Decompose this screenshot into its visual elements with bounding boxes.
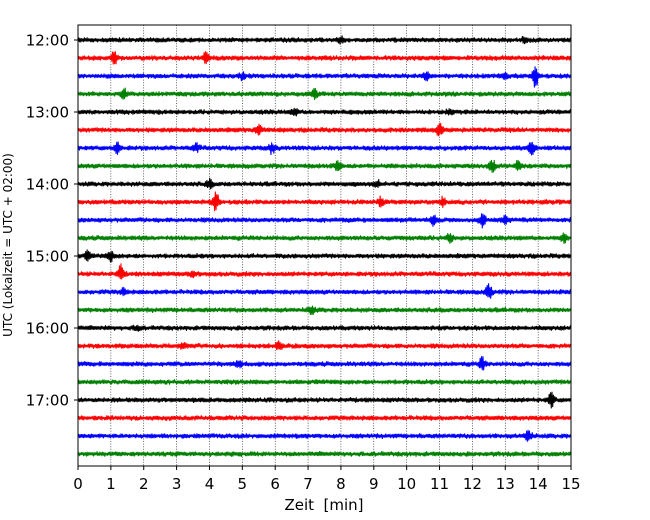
x-tick-label: 1 — [106, 475, 116, 493]
seismogram-trace — [77, 283, 572, 299]
seismogram-trace — [77, 391, 572, 409]
seismogram-trace — [77, 263, 572, 280]
y-tick-label: 12:00 — [26, 32, 69, 50]
x-tick-label: 9 — [369, 475, 379, 493]
seismogram-trace — [77, 122, 572, 137]
seismogram-trace — [77, 232, 572, 245]
seismogram-trace — [77, 415, 572, 421]
x-axis-ticks: 0 1 2 3 4 5 6 7 8 9 10 11 12 13 14 15 — [73, 466, 581, 493]
y-tick-label: 13:00 — [26, 104, 69, 122]
x-tick-label: 10 — [397, 475, 416, 493]
x-axis-label: Zeit [min] — [284, 496, 363, 514]
x-tick-label: 2 — [139, 475, 149, 493]
y-axis-label: UTC (Lokalzeit = UTC + 02:00) — [1, 153, 15, 337]
x-tick-label: 11 — [430, 475, 449, 493]
x-tick-label: 6 — [270, 475, 280, 493]
seismogram-trace — [77, 141, 572, 156]
seismogram-trace — [77, 66, 572, 88]
y-tick-label: 17:00 — [26, 392, 69, 410]
x-tick-label: 7 — [303, 475, 313, 493]
seismogram-trace — [77, 249, 572, 263]
y-axis-ticks: 12:00 13:00 14:00 15:00 16:00 17:00 — [26, 32, 78, 410]
seismogram-trace — [77, 451, 572, 457]
x-tick-label: 8 — [336, 475, 346, 493]
seismogram-trace — [77, 429, 572, 442]
seismogram-trace — [77, 51, 572, 65]
seismogram-trace — [77, 159, 572, 174]
seismogram-traces — [77, 35, 572, 457]
seismogram-trace — [77, 213, 572, 229]
x-tick-label: 14 — [529, 475, 548, 493]
x-tick-label: 0 — [73, 475, 83, 493]
x-tick-label: 13 — [496, 475, 515, 493]
seismogram-trace — [77, 177, 572, 190]
seismogram-trace — [77, 107, 572, 117]
seismogram-trace — [77, 191, 572, 212]
x-tick-label: 3 — [172, 475, 182, 493]
seismogram-trace — [77, 87, 572, 101]
seismogram-trace — [77, 324, 572, 332]
seismogram-trace — [77, 340, 572, 351]
seismogram-trace — [77, 379, 572, 385]
y-tick-label: 15:00 — [26, 248, 69, 266]
seismogram-trace — [77, 305, 572, 316]
x-tick-label: 5 — [238, 475, 248, 493]
y-tick-label: 14:00 — [26, 176, 69, 194]
x-tick-label: 15 — [561, 475, 580, 493]
x-tick-label: 4 — [205, 475, 215, 493]
minute-gridlines — [110, 25, 539, 466]
x-tick-label: 12 — [463, 475, 482, 493]
seismogram-trace — [77, 35, 572, 45]
y-tick-label: 16:00 — [26, 320, 69, 338]
plot-area-frame — [77, 24, 572, 467]
seismogram-trace — [77, 356, 572, 371]
